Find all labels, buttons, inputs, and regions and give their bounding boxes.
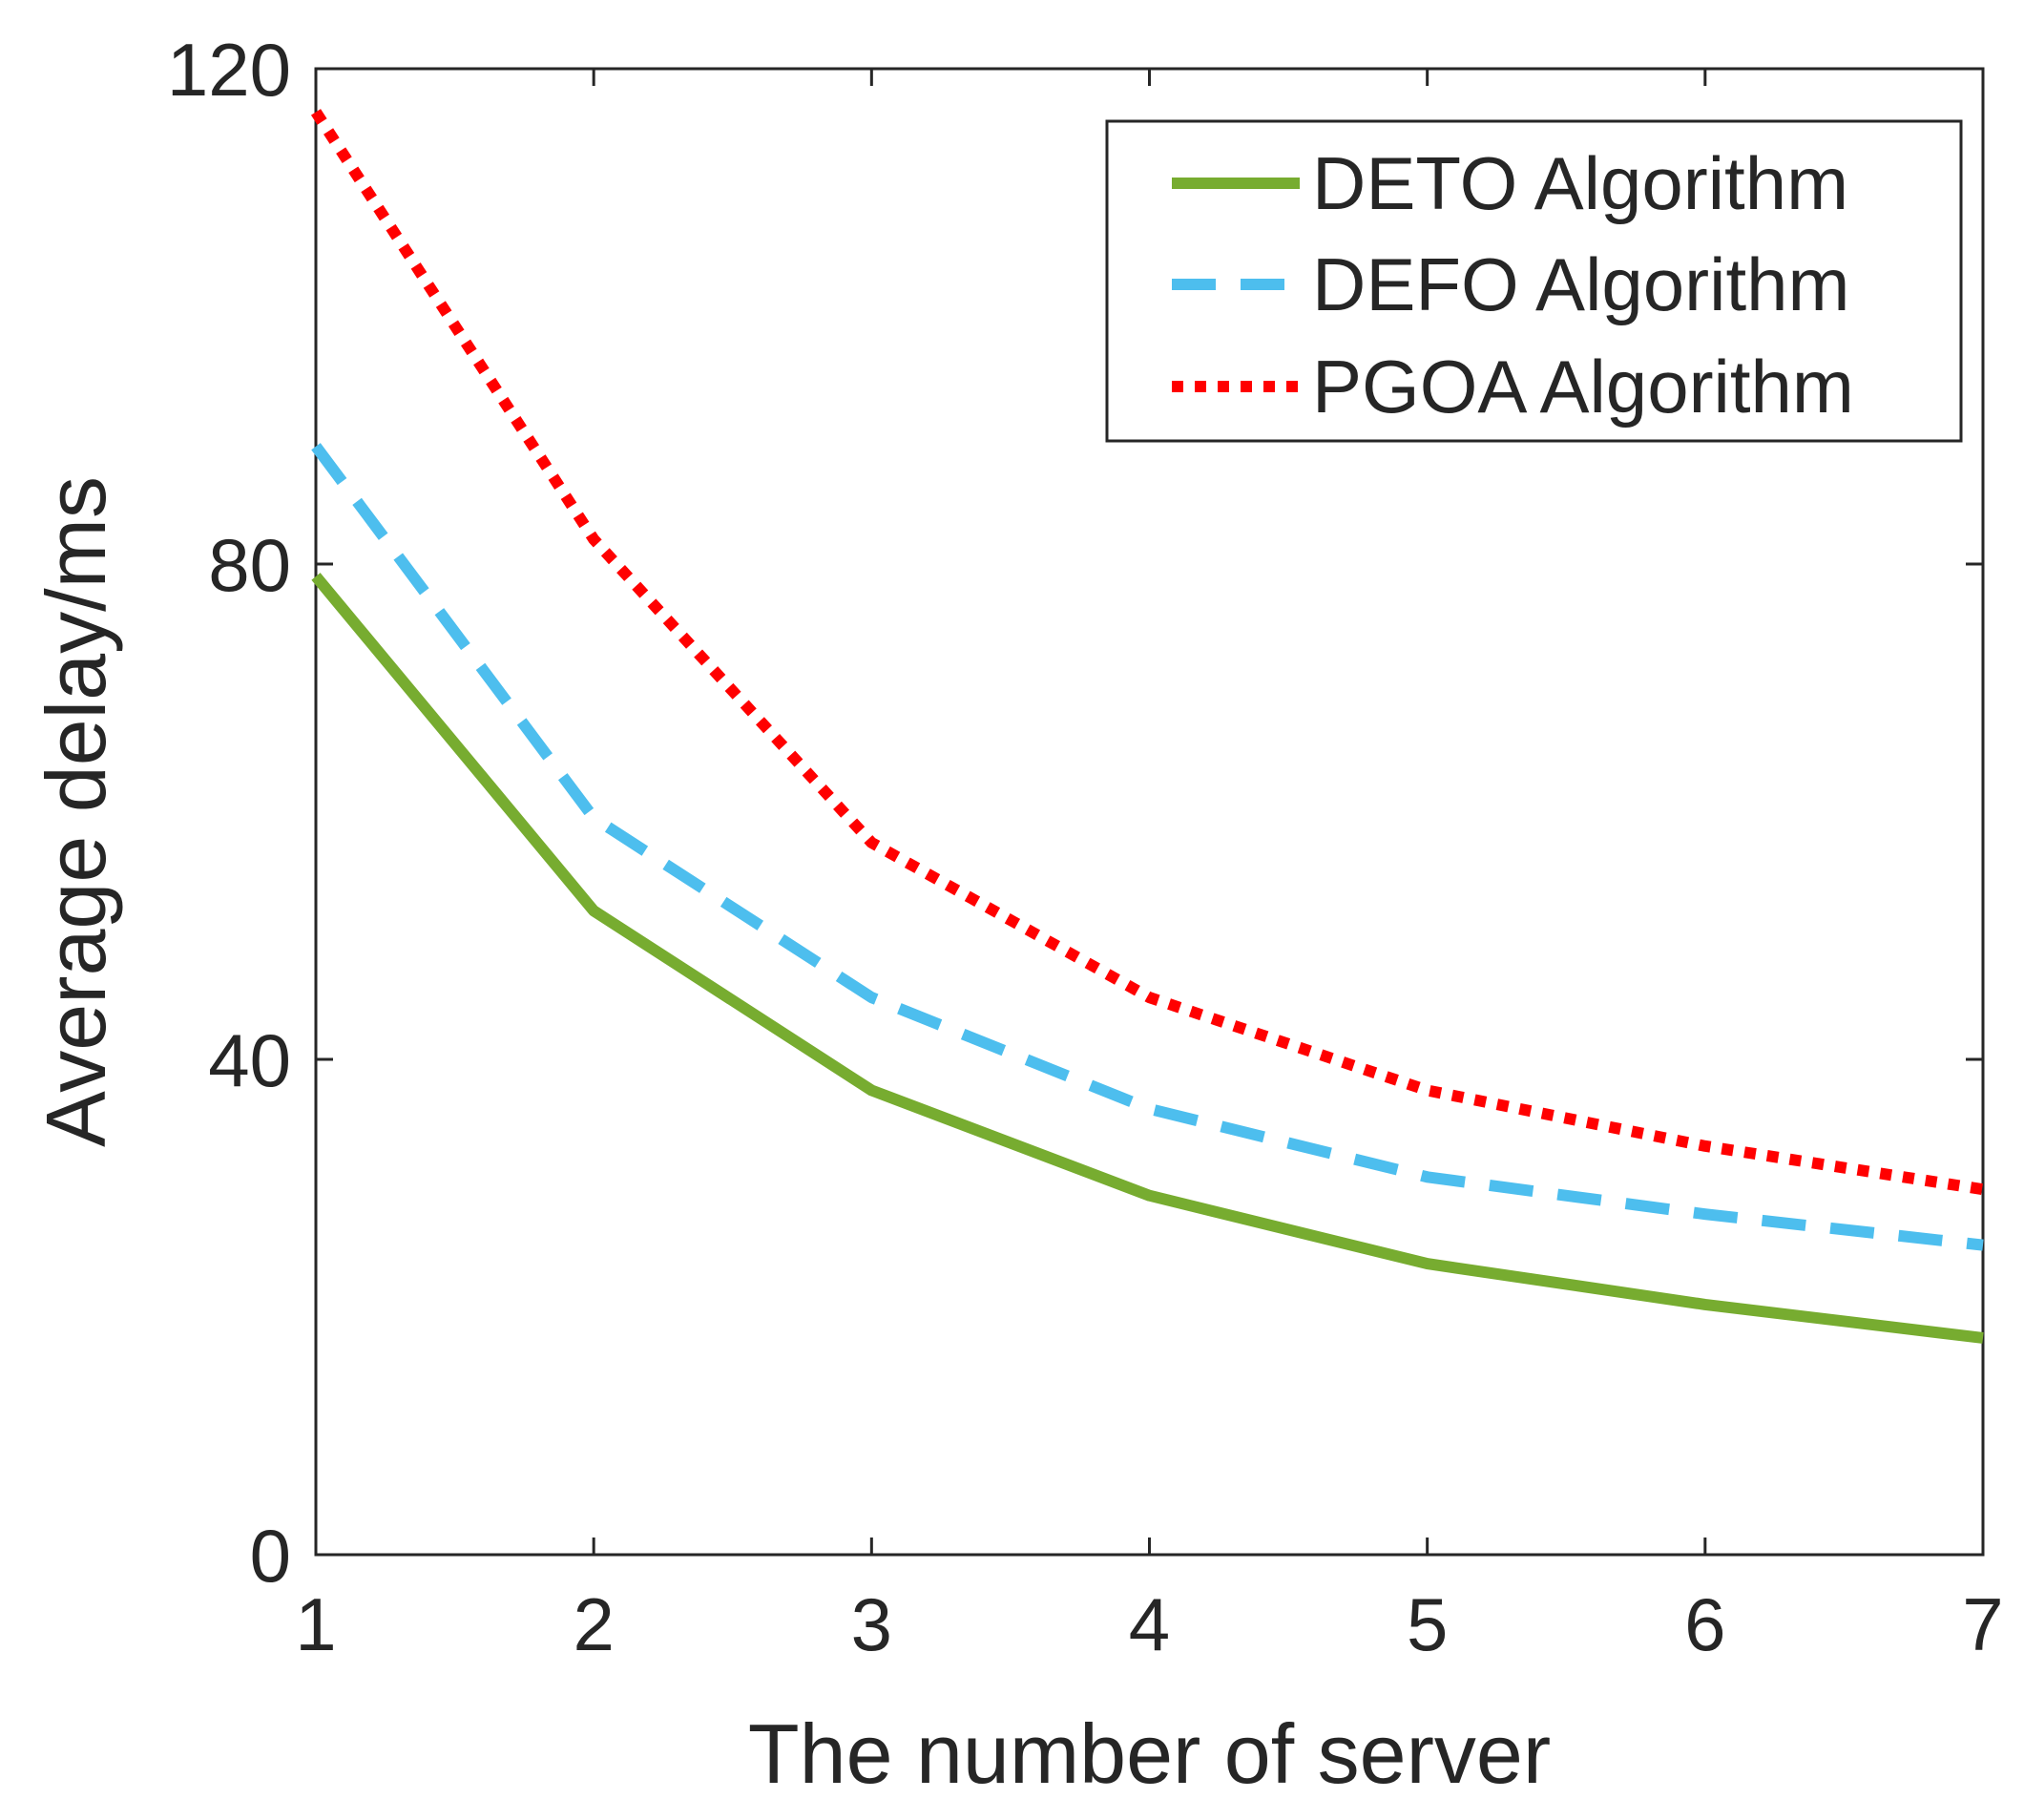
x-axis-title: The number of server	[748, 1706, 1551, 1801]
x-tick-label: 5	[1407, 1582, 1448, 1666]
x-tick-label: 3	[851, 1582, 892, 1666]
series-line-deto	[311, 573, 1984, 1344]
y-tick-label: 120	[167, 28, 291, 112]
legend: DETO Algorithm DEFO Algorithm PGOA Algorit…	[1105, 119, 1963, 443]
axis-ticks: 1 2 3 4 5 6 7 0 40 80 120	[167, 28, 2004, 1666]
series-line-defo	[311, 443, 1984, 1251]
y-tick-label: 80	[208, 523, 291, 607]
x-tick-label: 4	[1129, 1582, 1170, 1666]
x-tick-label: 1	[295, 1582, 336, 1666]
legend-label: DETO Algorithm	[1312, 141, 1848, 225]
x-tick-label: 6	[1684, 1582, 1725, 1666]
legend-label: DEFO Algorithm	[1312, 242, 1849, 326]
y-tick-label: 40	[208, 1018, 291, 1102]
series-lines	[310, 109, 1984, 1344]
legend-label: PGOA Algorithm	[1312, 345, 1854, 429]
y-tick-label: 0	[250, 1514, 291, 1598]
y-axis-title: Average delay/ms	[29, 476, 123, 1147]
series-line-pgoa	[310, 109, 1984, 1196]
x-tick-label: 7	[1962, 1582, 2003, 1666]
x-tick-label: 2	[573, 1582, 614, 1666]
